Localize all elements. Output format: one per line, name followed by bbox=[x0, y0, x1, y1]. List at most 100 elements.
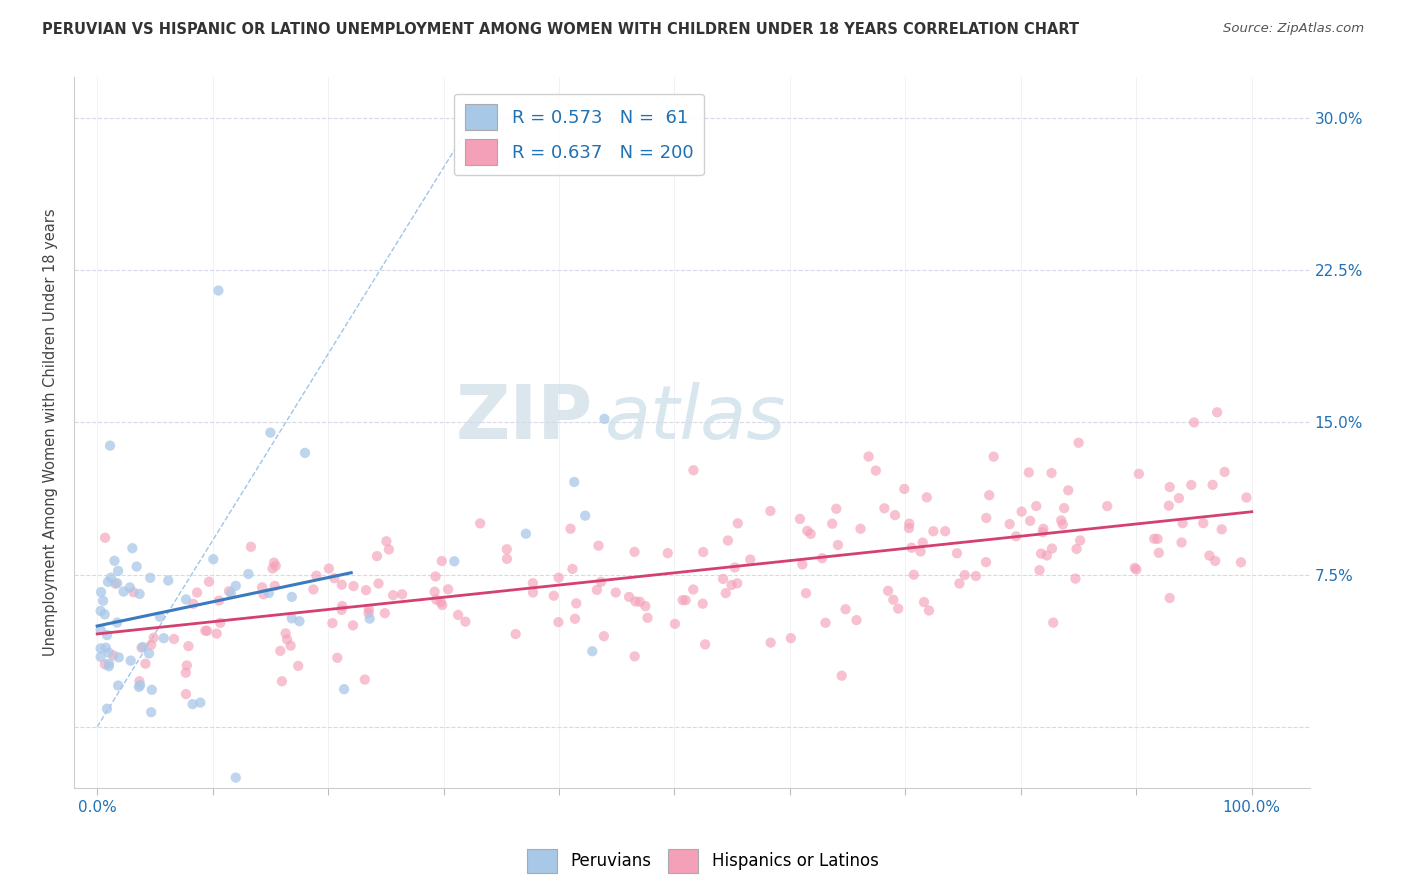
Point bbox=[432, 598, 454, 612]
Point bbox=[128, 587, 150, 601]
Point bbox=[1040, 541, 1063, 556]
Point bbox=[163, 632, 186, 646]
Point bbox=[912, 595, 935, 609]
Point bbox=[983, 450, 1005, 464]
Point bbox=[176, 658, 198, 673]
Point bbox=[624, 594, 647, 608]
Point bbox=[188, 696, 211, 710]
Point bbox=[858, 450, 880, 464]
Point bbox=[326, 650, 349, 665]
Point bbox=[1192, 516, 1215, 530]
Point bbox=[974, 555, 997, 569]
Point bbox=[1123, 561, 1146, 575]
Point bbox=[714, 586, 737, 600]
Point bbox=[588, 539, 610, 553]
Point bbox=[898, 516, 921, 531]
Point bbox=[274, 626, 297, 640]
Point bbox=[1011, 505, 1033, 519]
Point bbox=[692, 545, 714, 559]
Point bbox=[121, 541, 143, 556]
Point bbox=[209, 615, 232, 630]
Point bbox=[1067, 435, 1090, 450]
Point bbox=[1057, 483, 1080, 498]
Point bbox=[887, 601, 910, 615]
Point bbox=[1029, 547, 1052, 561]
Point bbox=[323, 571, 346, 585]
Text: ZIP: ZIP bbox=[456, 382, 593, 455]
Point bbox=[367, 576, 389, 591]
Point bbox=[271, 674, 294, 689]
Text: Source: ZipAtlas.com: Source: ZipAtlas.com bbox=[1223, 22, 1364, 36]
Point bbox=[948, 576, 970, 591]
Point bbox=[100, 571, 122, 585]
Point bbox=[359, 612, 381, 626]
Point bbox=[740, 552, 762, 566]
Point bbox=[141, 705, 163, 719]
Point bbox=[1050, 513, 1073, 527]
Point bbox=[796, 524, 818, 538]
Point bbox=[105, 615, 128, 630]
Point bbox=[565, 596, 588, 610]
Point bbox=[505, 627, 527, 641]
Point bbox=[321, 616, 343, 631]
Legend: Peruvians, Hispanics or Latinos: Peruvians, Hispanics or Latinos bbox=[520, 842, 886, 880]
Point bbox=[903, 567, 925, 582]
Text: PERUVIAN VS HISPANIC OR LATINO UNEMPLOYMENT AMONG WOMEN WITH CHILDREN UNDER 18 Y: PERUVIAN VS HISPANIC OR LATINO UNEMPLOYM… bbox=[42, 22, 1080, 37]
Point bbox=[1019, 514, 1042, 528]
Point bbox=[1206, 405, 1229, 419]
Point bbox=[97, 646, 120, 660]
Point bbox=[132, 640, 155, 654]
Point bbox=[915, 491, 938, 505]
Point bbox=[94, 531, 117, 545]
Point bbox=[623, 649, 645, 664]
Point bbox=[107, 650, 129, 665]
Point bbox=[252, 587, 274, 601]
Point bbox=[794, 586, 817, 600]
Point bbox=[897, 521, 920, 535]
Point bbox=[1159, 480, 1181, 494]
Point bbox=[98, 657, 121, 671]
Point bbox=[974, 511, 997, 525]
Point bbox=[276, 632, 298, 647]
Point bbox=[208, 593, 231, 607]
Point bbox=[134, 657, 156, 671]
Point bbox=[353, 673, 375, 687]
Point bbox=[374, 606, 396, 620]
Point bbox=[90, 623, 112, 637]
Point bbox=[759, 504, 782, 518]
Point bbox=[900, 541, 922, 555]
Point bbox=[174, 592, 197, 607]
Point bbox=[1198, 549, 1220, 563]
Point bbox=[207, 284, 229, 298]
Point bbox=[1182, 416, 1205, 430]
Point bbox=[90, 641, 112, 656]
Point bbox=[181, 597, 204, 611]
Point bbox=[219, 586, 242, 600]
Point bbox=[104, 576, 127, 591]
Point bbox=[250, 580, 273, 594]
Point bbox=[574, 508, 596, 523]
Point bbox=[845, 613, 868, 627]
Point bbox=[366, 549, 388, 563]
Point bbox=[800, 527, 823, 541]
Point bbox=[637, 611, 659, 625]
Point bbox=[1028, 563, 1050, 577]
Point bbox=[779, 631, 801, 645]
Point bbox=[454, 615, 477, 629]
Point bbox=[354, 583, 377, 598]
Point bbox=[94, 640, 117, 655]
Point bbox=[934, 524, 956, 539]
Point bbox=[953, 568, 976, 582]
Point bbox=[198, 574, 221, 589]
Point bbox=[1143, 532, 1166, 546]
Point bbox=[946, 546, 969, 560]
Point bbox=[139, 571, 162, 585]
Point bbox=[922, 524, 945, 539]
Point bbox=[1005, 529, 1028, 543]
Point bbox=[118, 581, 141, 595]
Point bbox=[814, 615, 837, 630]
Point bbox=[142, 631, 165, 645]
Point bbox=[357, 606, 380, 620]
Point bbox=[257, 586, 280, 600]
Point bbox=[128, 680, 150, 694]
